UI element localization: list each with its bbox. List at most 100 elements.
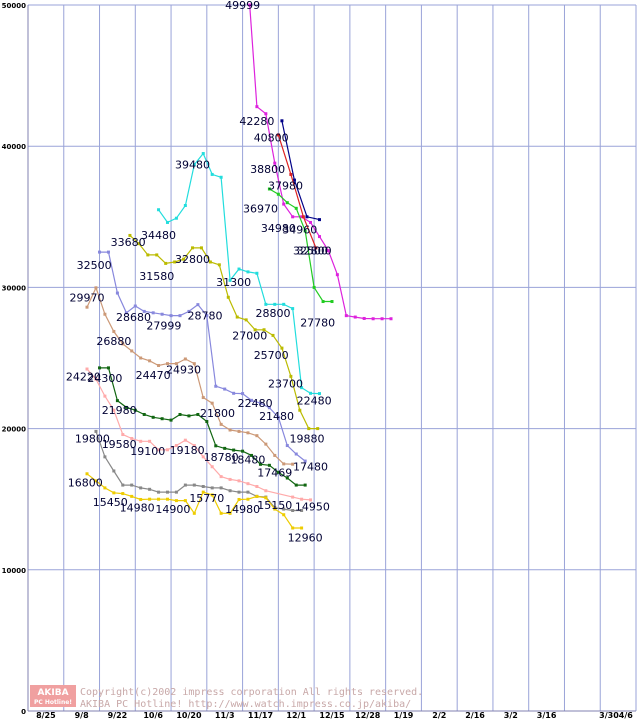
- series-point: [85, 305, 89, 309]
- data-label: 32500: [293, 245, 328, 258]
- series-point: [148, 487, 152, 491]
- x-tick-label: 9/8: [75, 711, 89, 720]
- series-point: [282, 507, 286, 511]
- series-point: [344, 314, 348, 318]
- series-point: [98, 250, 102, 254]
- data-label: 24470: [136, 369, 171, 382]
- series-point: [264, 489, 268, 493]
- data-label: 25700: [254, 349, 289, 362]
- series-point: [258, 401, 262, 405]
- series-point: [309, 220, 313, 224]
- series-point: [165, 497, 169, 501]
- series-point: [280, 119, 284, 123]
- series-point: [201, 455, 205, 459]
- series-point: [273, 507, 277, 511]
- series-point: [255, 484, 259, 488]
- data-label: 18480: [230, 454, 265, 467]
- series-point: [214, 444, 218, 448]
- series-point: [282, 462, 286, 466]
- data-label-layer: 49999 42280 38800 36970 34980 32500 40800 37980…: [66, 0, 335, 544]
- series-point: [267, 463, 271, 467]
- series-point: [103, 312, 107, 316]
- akiba-logo-bottom: PC Hotline!: [34, 699, 72, 706]
- data-label: 21480: [259, 410, 294, 423]
- series-point: [174, 362, 178, 366]
- series-point: [291, 307, 295, 311]
- data-label: 38800: [250, 163, 285, 176]
- series-point: [267, 187, 271, 191]
- series-point: [201, 490, 205, 494]
- data-label: 19180: [170, 444, 205, 457]
- series-point: [264, 442, 268, 446]
- site-url-text: AKIBA PC Hotline! http://www.watch.impre…: [80, 699, 411, 710]
- series-point: [85, 367, 89, 371]
- x-tick-label: 12/28: [355, 711, 381, 720]
- series-point: [371, 317, 375, 321]
- y-tick-label: 30000: [2, 284, 26, 292]
- series-point: [282, 202, 286, 206]
- series-point: [255, 105, 259, 109]
- series-point: [121, 342, 125, 346]
- series-point: [228, 477, 232, 481]
- series-point: [133, 304, 137, 308]
- series-point: [273, 161, 277, 165]
- data-label: 49999: [225, 0, 260, 12]
- series-point: [165, 490, 169, 494]
- copyright-text: Copyright(c)2002 impress corporation All…: [80, 687, 423, 698]
- series-point: [300, 497, 304, 501]
- data-label: 19100: [130, 445, 165, 458]
- data-label: 19800: [75, 432, 110, 445]
- series-point: [264, 302, 268, 306]
- series-point: [285, 201, 289, 205]
- series-point: [255, 494, 259, 498]
- series-point: [157, 448, 161, 452]
- series-point: [160, 417, 164, 421]
- series-point: [174, 444, 178, 448]
- series-point: [380, 317, 384, 321]
- series-point: [139, 439, 143, 443]
- data-label: 14980: [120, 502, 155, 515]
- series-point: [317, 392, 321, 396]
- series-point: [106, 366, 110, 370]
- series-point: [303, 483, 307, 487]
- series-point: [228, 489, 232, 493]
- data-label: 24220: [66, 370, 101, 383]
- series-point: [246, 497, 250, 501]
- data-label: 26880: [96, 335, 131, 348]
- series-point: [294, 206, 298, 210]
- series-point: [187, 414, 191, 418]
- series-point: [192, 511, 196, 515]
- series-point: [228, 428, 232, 432]
- series-point: [112, 408, 116, 412]
- series-point: [155, 253, 159, 257]
- series-point: [210, 172, 214, 176]
- series-point: [201, 396, 205, 400]
- series-point: [130, 436, 134, 440]
- series-point: [291, 508, 295, 512]
- data-label: 27999: [146, 320, 181, 333]
- series-point: [103, 455, 107, 459]
- series-point: [291, 495, 295, 499]
- series-point: [264, 496, 268, 500]
- series-point: [139, 356, 143, 360]
- data-label: 22480: [297, 394, 332, 407]
- x-tick-label: 3/16: [537, 711, 557, 720]
- series-point: [148, 439, 152, 443]
- series-point: [174, 216, 178, 220]
- series-point: [353, 315, 357, 319]
- series-point: [292, 178, 296, 182]
- x-tick-label: 11/3: [215, 711, 235, 720]
- y-tick-label: 50000: [2, 2, 26, 10]
- series-point: [142, 309, 146, 313]
- series-point: [232, 391, 236, 395]
- series-point: [314, 246, 318, 250]
- series-point: [174, 499, 178, 503]
- series-point: [121, 483, 125, 487]
- series-point: [362, 316, 366, 320]
- data-label: 31300: [216, 276, 251, 289]
- series-point: [178, 314, 182, 318]
- series-point: [246, 482, 250, 486]
- data-label: 17480: [293, 461, 328, 474]
- data-label: 34980: [261, 222, 296, 235]
- data-label: 15450: [93, 496, 128, 509]
